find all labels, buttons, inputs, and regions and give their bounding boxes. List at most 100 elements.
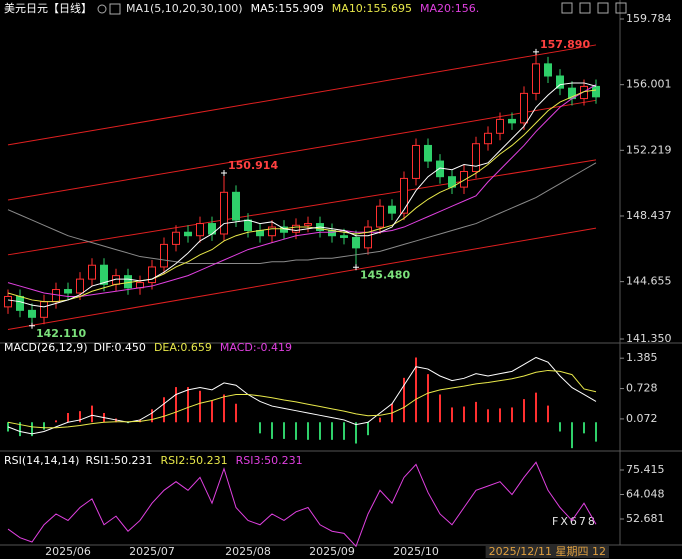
candle-body bbox=[124, 275, 132, 289]
extreme-marker bbox=[533, 48, 539, 55]
x-tick-label: 2025/07 bbox=[129, 545, 175, 558]
extreme-marker bbox=[221, 169, 227, 176]
indicator-line bbox=[7, 82, 597, 308]
candle-body bbox=[484, 132, 492, 145]
candle-body bbox=[160, 243, 168, 268]
candle-body bbox=[244, 219, 252, 232]
candle-body bbox=[592, 85, 600, 98]
legend-entry: MA10:155.695 bbox=[332, 2, 412, 15]
candle-body bbox=[100, 264, 108, 285]
candle-body bbox=[40, 301, 48, 318]
indicator-line bbox=[7, 84, 597, 297]
legend-entry: DIF:0.450 bbox=[94, 341, 146, 354]
candle-body bbox=[436, 160, 444, 178]
icon-button[interactable] bbox=[597, 2, 609, 14]
candle-body bbox=[388, 205, 396, 214]
x-tick-label: 2025/06 bbox=[45, 545, 91, 558]
extreme-label: 150.914 bbox=[228, 159, 278, 172]
y-tick-label: 64.048 bbox=[626, 487, 665, 500]
candle-body bbox=[76, 278, 84, 294]
legend-entry: MA20:156. bbox=[420, 2, 479, 15]
pane-title: MACD(26,12,9) bbox=[4, 341, 88, 354]
indicator-line bbox=[7, 461, 597, 548]
candle-body bbox=[184, 231, 192, 237]
candle-body bbox=[520, 92, 528, 124]
candle-body bbox=[412, 144, 420, 179]
channel-line bbox=[7, 159, 597, 256]
candle-body bbox=[400, 177, 408, 214]
icon-button[interactable] bbox=[615, 2, 627, 14]
toolbar-icons[interactable] bbox=[561, 2, 627, 14]
x-tick-label: 2025/08 bbox=[225, 545, 271, 558]
y-tick-label: 144.655 bbox=[626, 275, 672, 288]
legend-entry: DEA:0.659 bbox=[154, 341, 212, 354]
pane-title: 美元日元【日线】 bbox=[4, 1, 92, 15]
indicator-line bbox=[7, 356, 597, 435]
legend-entry: MA5:155.909 bbox=[251, 2, 324, 15]
y-tick-label: 141.350 bbox=[626, 332, 672, 345]
x-tick-label: 2025/09 bbox=[309, 545, 355, 558]
icon-button[interactable] bbox=[579, 2, 591, 14]
candle-body bbox=[352, 236, 360, 249]
y-tick-label: 159.784 bbox=[626, 12, 672, 25]
legend-entry: RSI3:50.231 bbox=[236, 454, 303, 467]
candle-body bbox=[28, 309, 36, 318]
y-tick-label: 152.219 bbox=[626, 143, 672, 156]
candle-body bbox=[16, 295, 24, 311]
legend-entry: MA1(5,10,20,30,100) bbox=[126, 2, 243, 15]
candle-body bbox=[508, 118, 516, 124]
legend-entry: RSI1:50.231 bbox=[85, 454, 152, 467]
y-tick-label: 1.385 bbox=[626, 351, 658, 364]
candle-body bbox=[364, 226, 372, 249]
cursor-date-label: 2025/12/11 星期四 12 bbox=[489, 545, 606, 558]
candle-body bbox=[268, 226, 276, 237]
channel-line bbox=[7, 227, 597, 330]
legend-entry: MACD:-0.419 bbox=[220, 341, 292, 354]
candle-body bbox=[532, 63, 540, 94]
cursor-date-box bbox=[485, 546, 609, 558]
y-tick-label: 148.437 bbox=[626, 209, 672, 222]
extreme-marker bbox=[29, 322, 35, 329]
candle-body bbox=[424, 144, 432, 162]
candle-body bbox=[196, 223, 204, 237]
extreme-label: 157.890 bbox=[540, 38, 590, 51]
candle-body bbox=[472, 143, 480, 172]
candle-body bbox=[88, 264, 96, 280]
icon-button[interactable] bbox=[561, 2, 573, 14]
candle-body bbox=[232, 191, 240, 221]
indicator-line bbox=[7, 89, 597, 303]
candle-body bbox=[64, 289, 72, 294]
candle-body bbox=[340, 235, 348, 238]
candle-body bbox=[460, 170, 468, 188]
collapse-icon bbox=[97, 4, 107, 14]
legend-entry: RSI2:50.231 bbox=[161, 454, 228, 467]
candle-body bbox=[544, 63, 552, 77]
extreme-label: 142.110 bbox=[36, 327, 86, 340]
candle-body bbox=[220, 191, 228, 235]
candle-body bbox=[148, 266, 156, 284]
candle-body bbox=[292, 224, 300, 233]
candle-body bbox=[52, 289, 60, 303]
y-tick-label: 75.415 bbox=[626, 463, 665, 476]
watermark: FX678 bbox=[552, 515, 597, 528]
y-tick-label: 0.728 bbox=[626, 382, 658, 395]
indicator-line bbox=[7, 369, 597, 429]
candle-body bbox=[4, 295, 12, 308]
extreme-marker bbox=[353, 264, 359, 271]
extreme-label: 145.480 bbox=[360, 268, 410, 281]
candle-body bbox=[496, 118, 504, 134]
candle-body bbox=[580, 85, 588, 100]
candle-body bbox=[304, 223, 312, 226]
candle-body bbox=[556, 75, 564, 89]
indicator-line bbox=[7, 162, 597, 264]
x-tick-label: 2025/10 bbox=[393, 545, 439, 558]
candle-body bbox=[376, 205, 384, 228]
pane-title: RSI(14,14,14) bbox=[4, 454, 79, 467]
channel-line bbox=[7, 99, 597, 201]
channel-line bbox=[7, 44, 597, 146]
y-tick-label: 156.001 bbox=[626, 78, 672, 91]
candle-body bbox=[172, 231, 180, 245]
y-tick-label: 0.072 bbox=[626, 412, 658, 425]
settings-icon bbox=[109, 3, 121, 15]
